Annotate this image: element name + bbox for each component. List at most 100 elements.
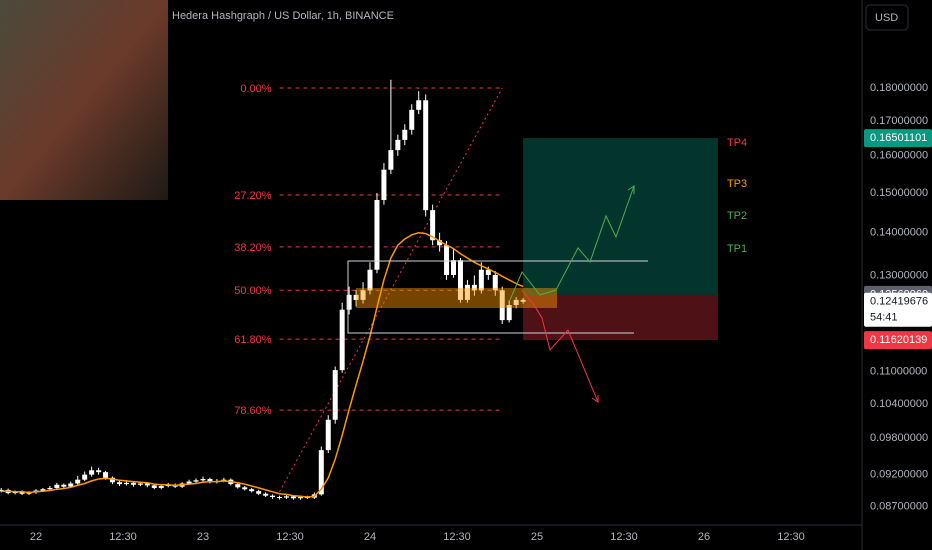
candle-body [54,484,60,488]
candle-body [353,294,359,300]
y-tick-label: 0.11000000 [870,366,927,378]
fib-level-label: 78.60% [234,405,272,417]
range-box [347,260,648,334]
candle-body [47,487,53,490]
candle-body [186,481,192,484]
candle-body [116,482,122,485]
x-tick-label: 24 [364,531,376,543]
candle-body [123,482,129,485]
y-tick-label: 0.15000000 [870,187,928,199]
target-label: TP3 [727,178,747,190]
bull-arrowhead [627,185,635,194]
fib-level-label: 38.20% [234,242,272,254]
fib-level-label: 50.00% [234,285,272,297]
candle-body [137,483,143,485]
candle-body [471,284,477,291]
fib-level-label: 61.80% [234,334,272,346]
axis-overlay: 0.18000000 0.17000000 0.16000000 0.15000000… [30,82,932,543]
candle-body [444,245,450,276]
candle-body [499,290,505,321]
currency-label[interactable]: USD [875,12,898,24]
candle-body [506,305,512,321]
candle-body [464,284,470,300]
bear-arrowhead [591,395,599,403]
bull-path [509,185,635,301]
y-tick-label: 0.18000000 [870,82,928,94]
candle-body [242,487,248,490]
x-tick-label: 26 [698,531,710,543]
candle-body [297,496,303,499]
candle-body [346,294,352,310]
price-tag-label: 0.16501101 [870,132,927,144]
candle-body [193,480,199,482]
candle-body [263,493,269,496]
y-tick-label: 0.10400000 [870,398,928,410]
fib-trend-line [279,87,503,493]
candle-body [290,496,296,499]
fib-level-label: 0.00% [240,83,271,95]
candle-body [40,489,46,491]
price-tag-label: 0.12419676 [870,296,928,308]
x-tick-label: 22 [30,531,42,543]
candle-body [339,309,345,371]
fib-level-label: 27.20% [234,190,272,202]
candle-body [283,496,289,498]
candle-body [416,100,422,110]
candle-body [374,199,380,270]
candle-body [158,486,164,488]
candle-body [270,495,276,497]
price-tag [864,129,932,148]
candle-body [75,479,81,484]
candle-body [409,109,415,130]
candle-body [110,477,116,483]
candle-body [249,489,255,492]
x-tick-label: 12:30 [276,531,304,543]
x-tick-label: 23 [197,531,209,543]
candle-body [61,484,67,487]
candle-body [485,269,491,276]
currency-button[interactable] [865,4,909,31]
candle-body [144,483,150,486]
candle-body [402,129,408,140]
y-tick-label: 0.09800000 [870,432,928,444]
candle-body [130,482,136,485]
candle-body [513,299,519,306]
candle-body [332,370,338,420]
candle-body [318,450,324,495]
x-tick-label: 12:30 [109,531,137,543]
candle-body [325,419,331,451]
candle-body [82,474,88,480]
chart-title: Hedera Hashgraph / US Dollar, 1h, BINANC… [172,10,394,22]
target-label: TP1 [727,243,747,255]
candle-body [457,260,463,300]
candle-body [520,299,526,302]
plot-area: 0.00% 27.20% 38.20% 50.00% 61.80% 78.60% TP4 TP… [0,79,747,500]
candle-body [395,139,401,151]
y-tick-label: 0.16000000 [870,150,928,162]
supply-zone [356,288,557,308]
x-tick-label: 12:30 [443,531,471,543]
candle-body [277,496,283,498]
candle-body [451,260,457,276]
candle-body [96,470,102,473]
avatar-photo [0,0,168,200]
y-tick-label: 0.09200000 [870,469,928,481]
candle-body [478,269,484,291]
bear-path [521,289,599,403]
candle-body [492,275,498,291]
target-label: TP2 [727,210,747,222]
candle-body [367,269,373,291]
price-tag [864,331,932,350]
price-tag-countdown: 54:41 [870,312,898,324]
y-tick-label: 0.08700000 [870,501,928,513]
candle-body [381,169,387,200]
candle-body [430,210,436,241]
candle-body [19,491,25,494]
target-zone [523,138,718,295]
candle-body [256,491,262,494]
candle-body [235,484,241,488]
candle-body [437,240,443,246]
candle-body [89,470,95,475]
